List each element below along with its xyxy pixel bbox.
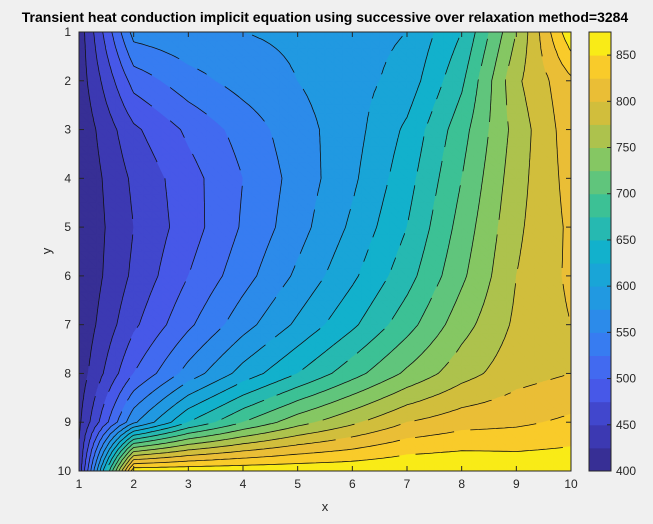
colorbar-band bbox=[589, 78, 611, 102]
plot-area: 1 2 3 4 5 6 7 8 9 10 1 2 3 4 5 6 7 8 9 10 bbox=[58, 25, 578, 491]
y-tick-label: 5 bbox=[64, 220, 71, 234]
x-tick-label: 2 bbox=[130, 477, 137, 491]
colorbar-band bbox=[589, 355, 611, 380]
colorbar-tick-label: 850 bbox=[616, 48, 636, 62]
x-tick-label: 6 bbox=[349, 477, 356, 491]
colorbar-band bbox=[589, 193, 611, 218]
colorbar-band bbox=[589, 447, 611, 472]
contour-line bbox=[84, 32, 170, 471]
contour-line bbox=[121, 32, 532, 471]
contour-line bbox=[124, 32, 570, 471]
colorbar-band bbox=[589, 147, 611, 172]
y-tick-label: 9 bbox=[64, 415, 71, 429]
colorbar-band bbox=[589, 124, 611, 149]
colorbar-tick-label: 650 bbox=[616, 233, 636, 247]
colorbar-tick-label: 500 bbox=[616, 372, 636, 386]
contour-line bbox=[79, 32, 106, 439]
contour-lines bbox=[79, 32, 571, 471]
x-tick-label: 9 bbox=[513, 477, 520, 491]
y-tick-label: 1 bbox=[64, 25, 71, 39]
x-tick-label: 7 bbox=[404, 477, 411, 491]
contour-line bbox=[109, 32, 476, 471]
colorbar-tick-label: 800 bbox=[616, 94, 636, 108]
x-tick-label: 5 bbox=[294, 477, 301, 491]
colorbar-band bbox=[589, 101, 611, 125]
y-tick-label: 8 bbox=[64, 366, 71, 380]
contour-line bbox=[130, 32, 571, 471]
colorbar-band bbox=[589, 286, 611, 310]
x-tick-label: 8 bbox=[458, 477, 465, 491]
contour-line bbox=[112, 38, 488, 471]
colorbar-band bbox=[589, 216, 611, 241]
colorbar-band bbox=[589, 401, 611, 426]
x-tick-label: 4 bbox=[240, 477, 247, 491]
colorbar-band bbox=[589, 378, 611, 403]
colorbar: 400 450 500 550 600 650 700 750 800 850 bbox=[588, 31, 636, 478]
contour-line bbox=[81, 32, 134, 471]
colorbar-band bbox=[589, 309, 611, 333]
contour-line bbox=[102, 38, 433, 471]
contour-line bbox=[99, 35, 403, 471]
contour-line bbox=[96, 34, 322, 471]
x-tick-label: 10 bbox=[564, 477, 578, 491]
colorbar-tick-label: 600 bbox=[616, 279, 636, 293]
x-axis-label: x bbox=[322, 499, 329, 514]
y-tick-label: 7 bbox=[64, 318, 71, 332]
colorbar-tick-label: 700 bbox=[616, 187, 636, 201]
contour-line bbox=[115, 32, 504, 471]
contour-line bbox=[90, 32, 243, 471]
x-tick-label: 1 bbox=[76, 477, 83, 491]
y-axis-label: y bbox=[39, 247, 54, 254]
y-tick-label: 4 bbox=[64, 171, 71, 185]
contour-band bbox=[96, 32, 408, 471]
colorbar-tick-label: 450 bbox=[616, 418, 636, 432]
colorbar-band bbox=[589, 263, 611, 287]
contour-line bbox=[87, 32, 206, 471]
y-tick-label: 2 bbox=[64, 74, 71, 88]
y-tick-label: 3 bbox=[64, 123, 71, 137]
contour-line bbox=[93, 32, 283, 471]
colorbar-band bbox=[589, 424, 611, 449]
colorbar-ticks: 400 450 500 550 600 650 700 750 800 850 bbox=[607, 48, 636, 478]
x-axis-ticks: 1 2 3 4 5 6 7 8 9 10 bbox=[76, 32, 578, 491]
contour-line bbox=[108, 37, 460, 466]
y-axis-ticks: 1 2 3 4 5 6 7 8 9 10 bbox=[58, 25, 571, 478]
x-tick-label: 3 bbox=[185, 477, 192, 491]
colorbar-tick-label: 400 bbox=[616, 464, 636, 478]
contour-band bbox=[93, 32, 322, 471]
colorbar-band bbox=[589, 170, 611, 195]
colorbar-gradient bbox=[589, 32, 611, 472]
chart-title: Transient heat conduction implicit equat… bbox=[22, 9, 629, 25]
colorbar-tick-label: 550 bbox=[616, 325, 636, 339]
contour-line bbox=[127, 32, 571, 471]
contour-band bbox=[130, 32, 571, 471]
colorbar-band bbox=[589, 32, 611, 56]
contour-fills bbox=[79, 32, 571, 471]
colorbar-tick-label: 750 bbox=[616, 141, 636, 155]
colorbar-frame bbox=[588, 31, 612, 472]
plot-frame bbox=[78, 31, 572, 472]
colorbar-band bbox=[589, 239, 611, 264]
y-tick-label: 10 bbox=[58, 464, 72, 478]
colorbar-band bbox=[589, 55, 611, 79]
contour-line bbox=[118, 38, 516, 471]
y-tick-label: 6 bbox=[64, 269, 71, 283]
colorbar-band bbox=[589, 332, 611, 356]
